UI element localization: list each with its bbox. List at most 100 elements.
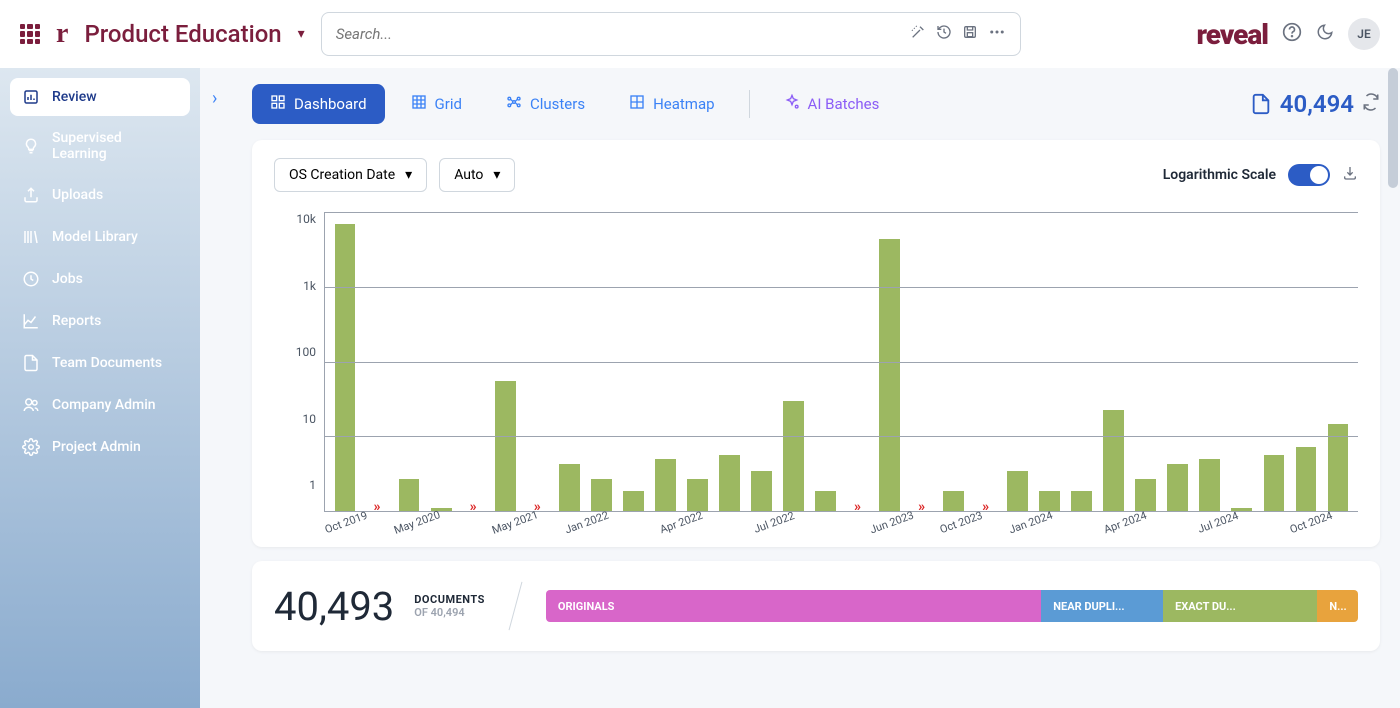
caret-down-icon: ▾ bbox=[405, 167, 412, 183]
download-icon[interactable] bbox=[1342, 165, 1358, 185]
save-icon[interactable] bbox=[962, 24, 978, 44]
dashboard-icon bbox=[270, 94, 286, 114]
bar[interactable] bbox=[559, 464, 580, 511]
x-tick-label bbox=[913, 512, 941, 533]
bar-chart: 10k1k100101 »»»»»» bbox=[274, 212, 1358, 512]
bar[interactable] bbox=[1167, 464, 1188, 511]
sidebar-item-label: Supervised Learning bbox=[52, 130, 178, 162]
segment-exact-du-[interactable]: EXACT DU... bbox=[1163, 590, 1317, 622]
caret-down-icon: ▾ bbox=[493, 167, 500, 183]
bar[interactable] bbox=[1071, 491, 1092, 511]
sidebar-item-label: Model Library bbox=[52, 229, 138, 245]
bar[interactable] bbox=[943, 491, 964, 511]
x-tick-label: Apr 2022 bbox=[658, 509, 704, 536]
users-icon bbox=[22, 396, 40, 414]
x-tick-label bbox=[982, 512, 1010, 533]
sidebar-item-review[interactable]: Review bbox=[10, 78, 190, 116]
bar[interactable] bbox=[591, 479, 612, 511]
bar[interactable] bbox=[1135, 479, 1156, 511]
bar[interactable] bbox=[783, 401, 804, 511]
bar[interactable] bbox=[335, 224, 356, 511]
x-tick-label bbox=[1077, 512, 1105, 533]
bar[interactable] bbox=[1264, 455, 1285, 511]
search-box[interactable] bbox=[321, 12, 1021, 56]
history-icon[interactable] bbox=[936, 24, 952, 44]
scrollbar[interactable] bbox=[1388, 68, 1398, 708]
bar[interactable] bbox=[623, 491, 644, 511]
line-chart-icon bbox=[22, 312, 40, 330]
sidebar-item-team-documents[interactable]: Team Documents bbox=[10, 344, 190, 382]
collapse-sidebar-icon[interactable]: › bbox=[212, 88, 217, 109]
summary-label-block: DOCUMENTS OF 40,494 bbox=[414, 593, 485, 619]
chevron-down-icon[interactable]: ▾ bbox=[298, 26, 305, 42]
ai-icon bbox=[784, 94, 800, 114]
sidebar-item-company-admin[interactable]: Company Admin bbox=[10, 386, 190, 424]
bar[interactable] bbox=[399, 479, 420, 511]
magic-wand-icon[interactable] bbox=[910, 24, 926, 44]
lightbulb-icon bbox=[22, 137, 40, 155]
clock-icon bbox=[22, 270, 40, 288]
bar[interactable] bbox=[719, 455, 740, 511]
summary-count-block: 40,493 bbox=[274, 583, 394, 630]
sidebar-item-supervised-learning[interactable]: Supervised Learning bbox=[10, 120, 190, 172]
y-tick-label: 10k bbox=[296, 212, 316, 226]
x-tick-label bbox=[440, 512, 468, 533]
bar[interactable] bbox=[1199, 459, 1220, 511]
field-selector-dropdown[interactable]: OS Creation Date ▾ bbox=[274, 158, 427, 192]
document-icon bbox=[22, 354, 40, 372]
help-icon[interactable] bbox=[1282, 22, 1302, 47]
x-tick-label bbox=[1332, 512, 1360, 533]
y-tick-label: 1k bbox=[303, 279, 316, 293]
tab-clusters[interactable]: Clusters bbox=[488, 84, 603, 124]
gap-chevron-icon: » bbox=[470, 499, 477, 515]
search-input[interactable] bbox=[336, 25, 900, 43]
sidebar-item-model-library[interactable]: Model Library bbox=[10, 218, 190, 256]
bar[interactable] bbox=[1007, 471, 1028, 511]
interval-selector-dropdown[interactable]: Auto ▾ bbox=[439, 158, 515, 192]
moon-icon[interactable] bbox=[1316, 23, 1334, 46]
bar[interactable] bbox=[751, 471, 772, 511]
x-tick-label bbox=[818, 512, 846, 533]
gridline bbox=[325, 436, 1358, 437]
summary-sub: OF 40,494 bbox=[414, 606, 485, 619]
summary-label: DOCUMENTS bbox=[414, 593, 485, 606]
gridline bbox=[325, 212, 1358, 213]
gridline bbox=[325, 287, 1358, 288]
x-tick-label: Oct 2024 bbox=[1288, 509, 1334, 536]
sidebar: Review Supervised Learning Uploads Model Li… bbox=[0, 68, 200, 708]
more-icon[interactable] bbox=[988, 23, 1006, 45]
tab-heatmap[interactable]: Heatmap bbox=[611, 84, 732, 124]
sidebar-item-project-admin[interactable]: Project Admin bbox=[10, 428, 190, 466]
log-scale-label: Logarithmic Scale bbox=[1163, 167, 1276, 183]
segment-near-dupli-[interactable]: NEAR DUPLI... bbox=[1041, 590, 1163, 622]
header: r Product Education ▾ reveal JE bbox=[0, 0, 1400, 68]
segment-originals[interactable]: ORIGINALS bbox=[546, 590, 1041, 622]
bar[interactable] bbox=[1103, 410, 1124, 511]
sidebar-item-reports[interactable]: Reports bbox=[10, 302, 190, 340]
summary-count: 40,493 bbox=[274, 583, 394, 630]
avatar[interactable]: JE bbox=[1348, 18, 1380, 50]
bar[interactable] bbox=[879, 239, 900, 511]
y-tick-label: 1 bbox=[309, 478, 316, 492]
bar[interactable] bbox=[687, 479, 708, 511]
sidebar-item-jobs[interactable]: Jobs bbox=[10, 260, 190, 298]
x-tick-label bbox=[702, 512, 730, 533]
tab-grid[interactable]: Grid bbox=[393, 84, 480, 124]
bar[interactable] bbox=[815, 491, 836, 511]
bar[interactable] bbox=[655, 459, 676, 511]
x-tick-label bbox=[1171, 512, 1199, 533]
tab-ai-batches[interactable]: AI Batches bbox=[766, 84, 898, 124]
log-scale-toggle[interactable] bbox=[1288, 164, 1330, 186]
project-name[interactable]: Product Education bbox=[84, 20, 281, 48]
segment-n-[interactable]: N... bbox=[1317, 590, 1358, 622]
segment-bar: ORIGINALSNEAR DUPLI...EXACT DU...N... bbox=[546, 590, 1358, 622]
bar[interactable] bbox=[1296, 447, 1317, 511]
bar[interactable] bbox=[495, 381, 516, 512]
sidebar-item-uploads[interactable]: Uploads bbox=[10, 176, 190, 214]
tab-dashboard[interactable]: Dashboard bbox=[252, 84, 385, 124]
refresh-icon[interactable] bbox=[1362, 93, 1380, 116]
apps-grid-icon[interactable] bbox=[20, 24, 40, 44]
brand-logo: reveal bbox=[1196, 18, 1268, 51]
tabbar: DashboardGridClustersHeatmapAI Batches 4… bbox=[252, 84, 1380, 124]
tab-label: Heatmap bbox=[653, 95, 714, 113]
